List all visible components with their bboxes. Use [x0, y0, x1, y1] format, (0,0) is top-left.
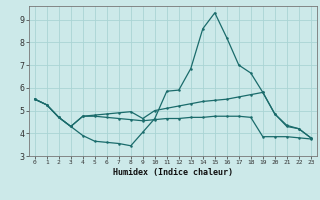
X-axis label: Humidex (Indice chaleur): Humidex (Indice chaleur) [113, 168, 233, 177]
